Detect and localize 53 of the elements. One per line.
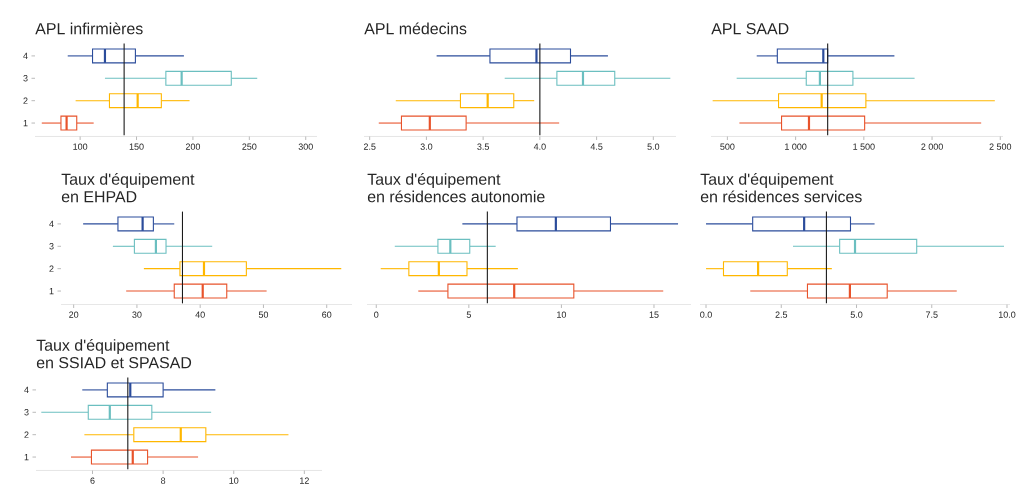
y-tick-label: 1 <box>23 119 28 127</box>
x-tick-label: 0 <box>374 311 379 318</box>
chart-title: Taux d'équipement en EHPAD <box>61 172 195 203</box>
x-tick-label: 500 <box>720 143 735 150</box>
x-tick-label: 12 <box>300 477 309 484</box>
x-tick-label: 20 <box>69 311 79 318</box>
x-tick-label: 50 <box>258 311 269 318</box>
y-tick-label: 3 <box>49 243 54 250</box>
y-tick-label: 4 <box>23 52 28 59</box>
x-tick-label: 0.0 <box>700 311 712 318</box>
x-tick-label: 2.5 <box>363 143 376 150</box>
y-tick-label: 2 <box>49 265 54 272</box>
chart-title: APL SAAD <box>711 23 789 35</box>
x-tick-label: 40 <box>195 311 205 318</box>
y-tick-label: 3 <box>24 409 29 416</box>
x-tick-label: 3.5 <box>477 143 489 150</box>
y-tick-label: 2 <box>23 97 28 104</box>
y-tick-label: 1 <box>49 287 54 295</box>
x-tick-label: 4.5 <box>590 143 603 150</box>
x-tick-label: 1 500 <box>853 143 875 150</box>
y-tick-label: 2 <box>24 431 29 438</box>
x-tick-label: 5 <box>466 311 471 318</box>
x-tick-label: 8 <box>161 477 166 484</box>
chart-title: Taux d'équipement en résidences autonomie <box>367 172 545 203</box>
x-tick-label: 3.0 <box>420 143 433 150</box>
chart-title: Taux d'équipement en SSIAD et SPASAD <box>36 338 192 369</box>
x-tick-label: 250 <box>242 143 257 150</box>
x-tick-label: 2.5 <box>775 311 788 318</box>
chart-title: APL médecins <box>364 22 467 35</box>
x-tick-label: 6 <box>90 477 95 484</box>
x-tick-label: 10 <box>229 477 239 484</box>
x-tick-label: 2 000 <box>921 143 943 150</box>
y-tick-label: 4 <box>49 220 54 227</box>
x-tick-label: 300 <box>298 143 313 150</box>
y-tick-label: 1 <box>24 453 29 461</box>
x-tick-label: 1 000 <box>785 143 807 150</box>
x-tick-label: 15 <box>649 311 659 318</box>
x-tick-label: 60 <box>322 311 332 318</box>
y-tick-label: 4 <box>24 386 29 393</box>
x-tick-label: 5.0 <box>647 143 660 150</box>
x-tick-label: 10.0 <box>998 311 1016 318</box>
x-tick-label: 5.0 <box>850 311 863 318</box>
x-tick-label: 2 500 <box>989 143 1012 150</box>
chart-title: APL infirmières <box>35 22 143 35</box>
x-tick-label: 100 <box>73 143 88 150</box>
x-tick-label: 200 <box>185 143 201 150</box>
x-tick-label: 10 <box>557 311 567 318</box>
x-tick-label: 30 <box>132 311 142 318</box>
x-tick-label: 4.0 <box>533 143 546 150</box>
x-tick-label: 7.5 <box>925 311 938 318</box>
y-tick-label: 3 <box>23 75 28 82</box>
x-tick-label: 150 <box>129 143 144 150</box>
chart-title: Taux d'équipement en résidences services <box>700 172 862 203</box>
